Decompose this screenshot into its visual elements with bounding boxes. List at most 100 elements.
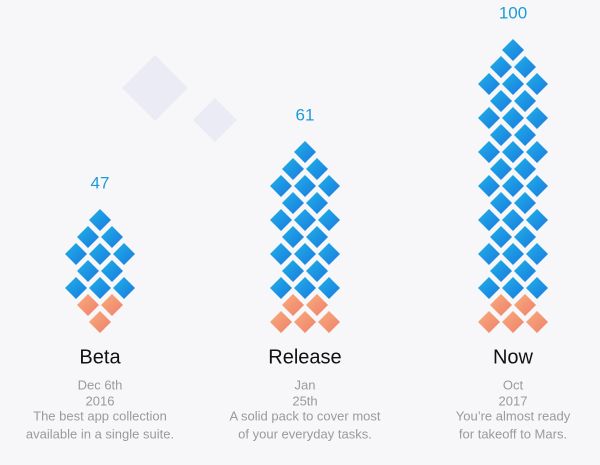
stage-date: Oct [503, 377, 524, 392]
diamond [101, 294, 123, 316]
diamond [502, 209, 524, 231]
diamond [77, 260, 99, 282]
diamond [113, 243, 135, 265]
stage-value: 47 [91, 173, 110, 192]
diamond [502, 107, 524, 129]
stage-description: available in a single suite. [26, 426, 174, 441]
diamond [294, 277, 316, 299]
stage-title: Now [493, 346, 534, 368]
diamond [282, 192, 304, 214]
diamond [294, 209, 316, 231]
diamond [270, 277, 292, 299]
diamond [306, 226, 328, 248]
diamond [65, 243, 87, 265]
diamond [77, 226, 99, 248]
diamond [490, 294, 512, 316]
diamond [502, 73, 524, 95]
diamond [270, 311, 292, 333]
diamond [65, 277, 87, 299]
diamond [502, 311, 524, 333]
stage-value: 100 [499, 3, 527, 22]
diamond [101, 260, 123, 282]
stage-date: 2016 [86, 393, 115, 408]
diamond [306, 158, 328, 180]
diamond [478, 311, 500, 333]
stage-description: for takeoff to Mars. [459, 426, 567, 441]
diamond [478, 175, 500, 197]
diamond [282, 294, 304, 316]
diamond [306, 294, 328, 316]
diamond [282, 260, 304, 282]
diamond [490, 56, 512, 78]
diamond [490, 158, 512, 180]
diamond [294, 141, 316, 163]
diamond [282, 158, 304, 180]
stage-value: 61 [296, 105, 315, 124]
diamond [514, 90, 536, 112]
diamond [294, 311, 316, 333]
diamond [77, 294, 99, 316]
diamond [514, 294, 536, 316]
diamond [478, 209, 500, 231]
stage-title: Release [268, 346, 341, 368]
stage-description: The best app collection [33, 408, 167, 423]
diamond [318, 175, 340, 197]
diamond [526, 107, 548, 129]
stage-date: 25th [292, 393, 317, 408]
diamond [318, 311, 340, 333]
diamond [318, 243, 340, 265]
diamond [514, 124, 536, 146]
diamond [270, 175, 292, 197]
diamond [526, 73, 548, 95]
stage-title: Beta [79, 346, 121, 368]
diamond [113, 277, 135, 299]
diamond [526, 209, 548, 231]
diamond [514, 56, 536, 78]
diamond [318, 209, 340, 231]
stage-date: Dec 6th [78, 377, 123, 392]
decor-diamond [193, 98, 237, 142]
diamond [502, 141, 524, 163]
diamond [526, 141, 548, 163]
decor-diamond [122, 55, 188, 121]
stage-description: You’re almost ready [456, 408, 571, 423]
diamond [478, 141, 500, 163]
diamond [514, 192, 536, 214]
diamond [514, 158, 536, 180]
diamond [502, 277, 524, 299]
diamond [294, 175, 316, 197]
stage-description: A solid pack to cover most [229, 408, 380, 423]
diamond [318, 277, 340, 299]
diamond [502, 175, 524, 197]
diamond [490, 192, 512, 214]
diamond [101, 226, 123, 248]
diamond [490, 226, 512, 248]
diamond [526, 277, 548, 299]
stage-date: 2017 [499, 393, 528, 408]
stage-description: of your everyday tasks. [238, 426, 372, 441]
diamond [526, 175, 548, 197]
diamond [306, 260, 328, 282]
diamond [270, 243, 292, 265]
diamond [490, 260, 512, 282]
diamond [478, 243, 500, 265]
diamond [502, 39, 524, 61]
diamond [514, 226, 536, 248]
diamond [478, 73, 500, 95]
diamond [478, 277, 500, 299]
stage-date: Jan [295, 377, 316, 392]
diamond [502, 243, 524, 265]
diamond [514, 260, 536, 282]
diamond [89, 209, 111, 231]
diamond [89, 277, 111, 299]
diamond [490, 90, 512, 112]
diamond [282, 226, 304, 248]
diamond [89, 311, 111, 333]
diamond [526, 243, 548, 265]
diamond [294, 243, 316, 265]
diamond [490, 124, 512, 146]
diamond [270, 209, 292, 231]
diamond [89, 243, 111, 265]
diamond [478, 107, 500, 129]
